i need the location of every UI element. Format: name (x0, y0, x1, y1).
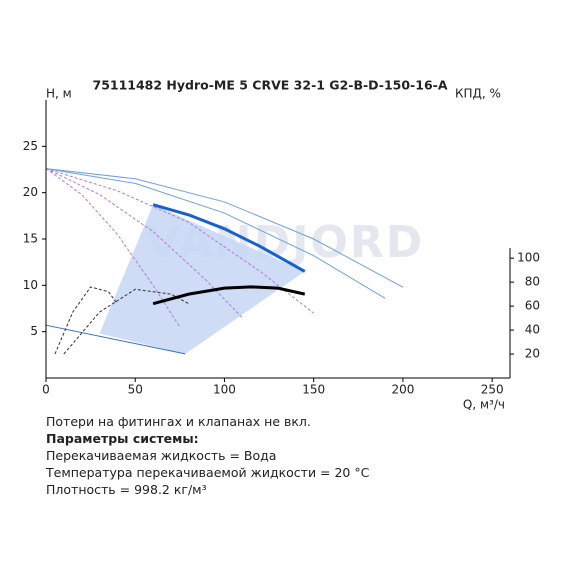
y2-tick-label: 100 (517, 251, 540, 265)
y-tick-label: 10 (23, 278, 38, 292)
curve (45, 168, 386, 299)
y-tick-label: 25 (23, 139, 38, 153)
chart: 75111482 Hydro-ME 5 CRVE 32-1 G2-B-D-150… (23, 78, 540, 411)
curve (45, 168, 181, 328)
curve (45, 168, 404, 288)
x-tick-label: 200 (391, 383, 414, 397)
note-line: Потери на фитингах и клапанах не вкл. (46, 414, 311, 429)
note-line: Плотность = 998.2 кг/м³ (46, 482, 207, 497)
curve (54, 286, 118, 355)
y2-tick-label: 80 (525, 275, 540, 289)
x-tick-label: 150 (302, 383, 325, 397)
y2-axis-label: КПД, % (455, 87, 501, 101)
curve (152, 285, 306, 306)
x-tick-label: 50 (128, 383, 143, 397)
x-tick-label: 250 (481, 383, 504, 397)
note-line: Перекачиваемая жидкость = Вода (46, 448, 277, 463)
notes: Потери на фитингах и клапанах не вкл. Пар… (46, 413, 369, 498)
y2-tick-label: 20 (525, 347, 540, 361)
y2-tick-label: 60 (525, 299, 540, 313)
y-tick-label: 15 (23, 232, 38, 246)
x-tick-label: 0 (42, 383, 50, 397)
x-axis-label: Q, м³/ч (463, 398, 505, 411)
chart-title: 75111482 Hydro-ME 5 CRVE 32-1 G2-B-D-150… (93, 78, 448, 93)
curve (152, 203, 306, 273)
note-line: Температура перекачиваемой жидкости = 20… (46, 465, 370, 480)
y-tick-label: 5 (30, 324, 38, 338)
operating-area (99, 204, 305, 354)
y2-tick-label: 40 (525, 323, 540, 337)
y-axis-label: H, м (46, 87, 72, 101)
y-tick-label: 20 (23, 185, 38, 199)
note-line: Параметры системы: (46, 431, 199, 446)
curve (45, 168, 314, 314)
x-tick-label: 100 (213, 383, 236, 397)
curve (45, 324, 186, 355)
